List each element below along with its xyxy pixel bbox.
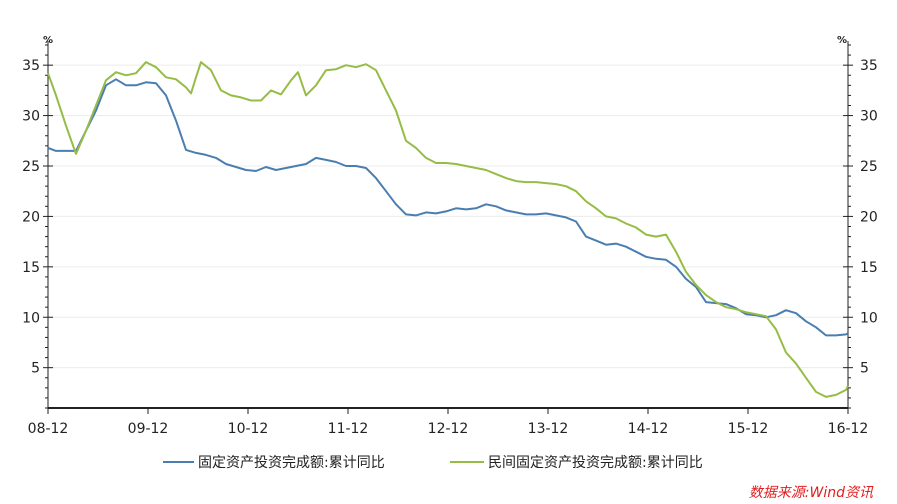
x-ticks: 08-12 09-12 10-12 11-12 12-12 13-12 14-12 15-12…	[28, 408, 869, 437]
x-tick-label: 13-12	[528, 421, 569, 437]
right-y-ticks: 5 10 15 20 25 30 35	[843, 44, 878, 409]
right-tick-label: 20	[860, 209, 878, 225]
x-tick-label: 09-12	[128, 421, 169, 437]
right-tick-label: 25	[860, 159, 878, 175]
right-tick-label: 30	[860, 109, 878, 125]
left-tick-label: 30	[22, 109, 40, 125]
left-tick-label: 35	[22, 58, 40, 74]
left-tick-label: 20	[22, 209, 40, 225]
data-source-note: 数据来源:Wind资讯	[749, 485, 874, 501]
legend-label-private-fixed-asset: 民间固定资产投资完成额:累计同比	[488, 455, 703, 471]
left-tick-label: 15	[22, 260, 40, 276]
x-tick-label: 14-12	[628, 421, 669, 437]
right-tick-label: 5	[860, 361, 869, 377]
x-tick-label: 15-12	[728, 421, 769, 437]
left-tick-label: 5	[31, 361, 40, 377]
x-tick-label: 12-12	[428, 421, 469, 437]
left-tick-label: 10	[22, 310, 40, 326]
x-tick-label: 10-12	[228, 421, 269, 437]
right-tick-label: 15	[860, 260, 878, 276]
legend-label-fixed-asset: 固定资产投资完成额:累计同比	[198, 455, 385, 471]
grid-lines	[48, 64, 848, 369]
series-line-0	[47, 78, 849, 337]
right-tick-label: 35	[860, 58, 878, 74]
series-line-1	[47, 61, 849, 398]
x-tick-label: 11-12	[328, 421, 369, 437]
right-tick-label: 10	[860, 310, 878, 326]
axes	[47, 41, 849, 409]
legend: 固定资产投资完成额:累计同比 民间固定资产投资完成额:累计同比	[163, 455, 703, 471]
x-tick-label: 08-12	[28, 421, 69, 437]
left-tick-label: 25	[22, 159, 40, 175]
left-y-ticks: 5 10 15 20 25 30 35	[22, 44, 53, 409]
left-unit-label: %	[43, 35, 53, 46]
series-lines	[47, 61, 849, 398]
right-unit-label: %	[837, 35, 847, 46]
x-tick-label: 16-12	[828, 421, 869, 437]
